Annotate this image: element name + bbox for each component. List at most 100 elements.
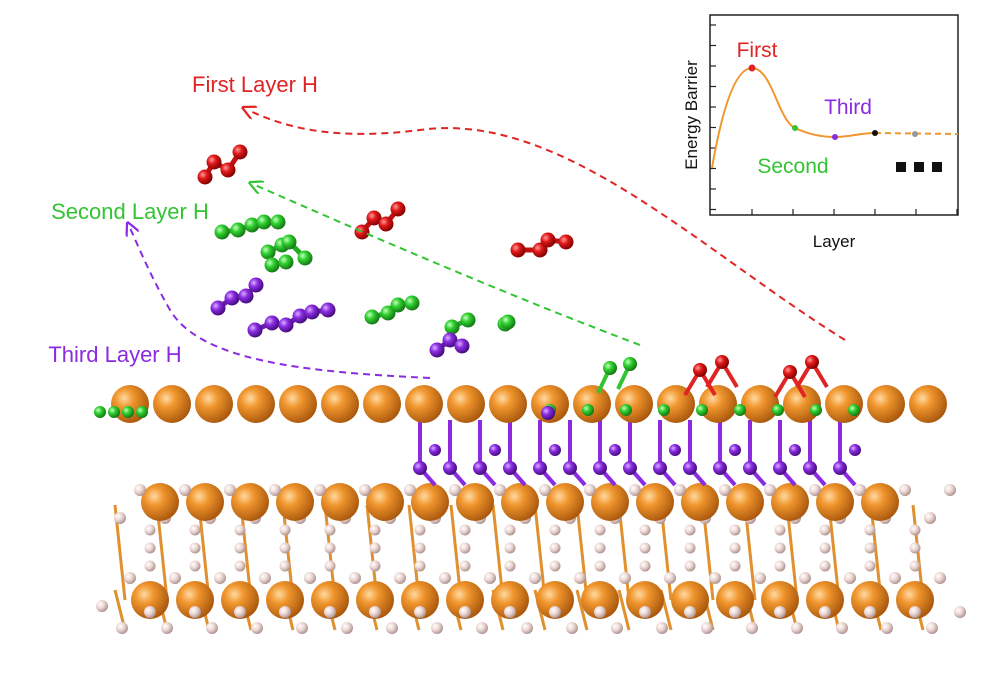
- metal-atom: [761, 581, 799, 619]
- h-atom: [819, 560, 831, 572]
- hydrogen: [230, 222, 246, 238]
- h-atom: [889, 572, 901, 584]
- metal-atom: [491, 581, 529, 619]
- h-atom: [594, 524, 606, 536]
- inset-x-label: Layer: [813, 232, 856, 251]
- h-atom: [684, 542, 696, 554]
- third-layer-h: [503, 461, 517, 475]
- h-atom: [304, 572, 316, 584]
- metal-atom: [716, 581, 754, 619]
- green-arrow: [255, 185, 641, 346]
- metal-atom: [681, 483, 719, 521]
- h-atom: [549, 542, 561, 554]
- metal-atom: [546, 483, 584, 521]
- h-atom: [324, 524, 336, 536]
- hydrogen: [256, 214, 272, 230]
- second-layer-h: [94, 406, 106, 418]
- h-atom: [214, 572, 226, 584]
- h-atom: [701, 622, 713, 634]
- third-layer-h: [413, 461, 427, 475]
- hydrogen: [510, 242, 526, 258]
- h-atom: [819, 542, 831, 554]
- metal-atom: [411, 483, 449, 521]
- third-layer-h: [533, 461, 547, 475]
- metal-atom: [447, 385, 485, 423]
- h-atom: [144, 606, 156, 618]
- hydrogen: [364, 309, 380, 325]
- h-atom: [504, 524, 516, 536]
- h-atom: [864, 560, 876, 572]
- hydrogen: [214, 224, 230, 240]
- hydrogen: [264, 315, 280, 331]
- h-atom: [269, 484, 281, 496]
- h-atom: [791, 622, 803, 634]
- h-atom: [799, 572, 811, 584]
- second-layer-h: [623, 357, 637, 371]
- inset-third: Third: [824, 96, 872, 119]
- h-atom: [881, 622, 893, 634]
- h-atom: [836, 622, 848, 634]
- second-layer-label: Second Layer H: [51, 199, 209, 224]
- hydrogen: [292, 308, 308, 324]
- h-atom: [629, 484, 641, 496]
- hydrogen: [278, 254, 294, 270]
- h-atom: [439, 572, 451, 584]
- h-atom: [639, 560, 651, 572]
- h-atom: [729, 560, 741, 572]
- h-atom: [809, 484, 821, 496]
- h-atom: [144, 542, 156, 554]
- h-atom: [639, 542, 651, 554]
- metal-atom: [591, 483, 629, 521]
- third-layer-h: [773, 461, 787, 475]
- hydrogen: [270, 214, 286, 230]
- h-atom: [369, 606, 381, 618]
- h-atom: [386, 622, 398, 634]
- second-layer-h: [620, 404, 632, 416]
- h-atom: [279, 524, 291, 536]
- h-atom: [549, 524, 561, 536]
- hydrogen: [500, 314, 516, 330]
- metal-atom: [456, 483, 494, 521]
- hydrogen: [197, 169, 213, 185]
- second-point: [792, 125, 798, 131]
- h-atom: [234, 606, 246, 618]
- second-layer-h: [122, 406, 134, 418]
- metal-atom: [321, 385, 359, 423]
- h-atom: [819, 524, 831, 536]
- hydrogen: [320, 302, 336, 318]
- h-atom: [96, 600, 108, 612]
- red-arrow: [248, 110, 846, 341]
- hydrogen: [444, 319, 460, 335]
- metal-atom: [279, 385, 317, 423]
- second-layer-h: [734, 404, 746, 416]
- third-layer-h: [609, 444, 621, 456]
- metal-atom: [771, 483, 809, 521]
- metal-atom: [356, 581, 394, 619]
- h-atom: [684, 524, 696, 536]
- h-atom: [459, 560, 471, 572]
- h-atom: [594, 542, 606, 554]
- hydrogen: [260, 244, 276, 260]
- first-layer-label: First Layer H: [192, 72, 318, 97]
- metal-atom: [176, 581, 214, 619]
- metal-atom: [276, 483, 314, 521]
- h-atom: [124, 572, 136, 584]
- h-atom: [349, 572, 361, 584]
- hydrogen: [442, 332, 458, 348]
- metal-atom: [186, 483, 224, 521]
- metal-atom: [861, 483, 899, 521]
- h-atom: [774, 560, 786, 572]
- third-layer-h: [833, 461, 847, 475]
- h-atom: [774, 606, 786, 618]
- hydrogen: [248, 277, 264, 293]
- hydrogen: [210, 300, 226, 316]
- h-atom: [924, 512, 936, 524]
- h-atom: [574, 572, 586, 584]
- h-atom: [234, 542, 246, 554]
- metal-atom: [581, 581, 619, 619]
- metal-atom: [231, 483, 269, 521]
- h-atom: [476, 622, 488, 634]
- hydrogen: [220, 162, 236, 178]
- third-layer-h: [669, 444, 681, 456]
